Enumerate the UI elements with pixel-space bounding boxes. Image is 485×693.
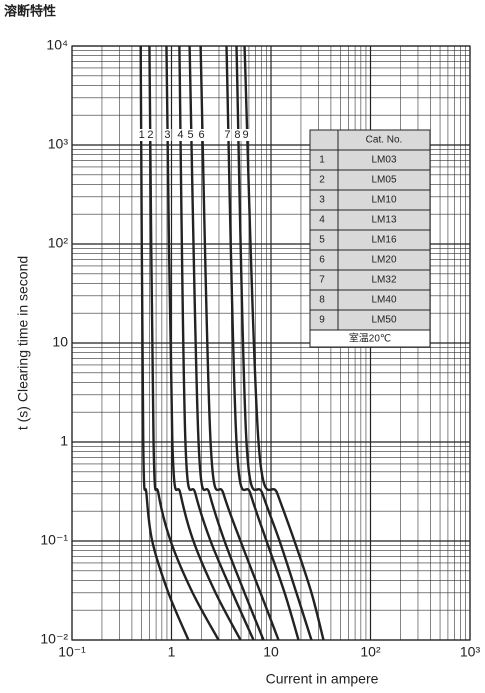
y-tick-label: 10: [52, 334, 68, 350]
table-cell: 4: [319, 215, 325, 226]
table-cell: 1: [319, 155, 325, 166]
x-tick-label: 10³: [460, 644, 481, 660]
table-cell: LM40: [371, 295, 396, 306]
curve: [243, 45, 325, 641]
y-tick-label: 10⁻²: [40, 631, 68, 647]
table-cell: LM20: [371, 255, 396, 266]
x-tick-label: 10⁻¹: [58, 644, 86, 660]
curve-label: 9: [242, 129, 248, 141]
curve: [199, 45, 280, 641]
legend-table: Cat. No. 1 LM03 2 LM05 3 LM10 4 LM13 5 LM16 6 LM20 7 L…: [309, 129, 431, 348]
table-note: 室温20℃: [349, 332, 391, 345]
curve: [178, 45, 255, 641]
table-cell: LM13: [371, 215, 396, 226]
table-header: Cat. No.: [366, 135, 403, 146]
table-cell: LM03: [371, 155, 396, 166]
curve-label-bg: [197, 129, 206, 141]
curve-label-bg: [186, 129, 195, 141]
curve-label-bg: [146, 129, 155, 141]
table-row: [309, 209, 431, 231]
table-cell: LM10: [371, 195, 396, 206]
table-cell: 6: [319, 255, 325, 266]
y-axis-label: t (s) Clearing time in second: [15, 256, 31, 430]
table-cell: 7: [319, 275, 325, 286]
curve-label: 2: [147, 129, 153, 141]
y-tick-label: 10³: [48, 136, 69, 152]
curve: [225, 45, 300, 641]
curve: [235, 45, 313, 641]
curve-label-bg: [233, 129, 242, 141]
curve: [139, 45, 190, 641]
table-cell: 3: [319, 195, 325, 206]
curve-label: 8: [234, 129, 240, 141]
table-row: [309, 189, 431, 211]
plot-frame: [71, 45, 471, 641]
curve: [148, 45, 220, 641]
table-cell: LM32: [371, 275, 396, 286]
y-tick-label: 1: [60, 433, 68, 449]
curve-label: 7: [224, 129, 230, 141]
table-row: [309, 269, 431, 291]
curve-label-bg: [241, 129, 250, 141]
table-cell: 9: [319, 315, 325, 326]
curve: [188, 45, 265, 641]
curve: [165, 45, 242, 641]
table-row: [309, 169, 431, 191]
x-tick-label: 10: [263, 644, 279, 660]
x-tick-label: 1: [168, 644, 176, 660]
curve-label-bg: [176, 129, 185, 141]
table-row: [309, 229, 431, 251]
table-cell: 5: [319, 235, 325, 246]
y-tick-label: 10²: [48, 235, 69, 251]
chart-title: 溶断特性: [4, 3, 56, 18]
curve-label-bg: [223, 129, 232, 141]
table-row: [309, 149, 431, 171]
table-cell: LM16: [371, 235, 396, 246]
curve-label: 3: [164, 129, 170, 141]
table-cell: LM50: [371, 315, 396, 326]
x-axis-label: Current in ampere: [266, 671, 379, 687]
table-row: [309, 249, 431, 271]
y-tick-label: 10⁴: [46, 37, 68, 53]
curve-label: 5: [188, 129, 194, 141]
curve-label-bg: [137, 129, 146, 141]
curve-label: 1: [139, 129, 145, 141]
table-cell: LM05: [371, 175, 396, 186]
x-tick-label: 10²: [360, 644, 381, 660]
curve-label: 4: [177, 129, 183, 141]
curve-label: 6: [199, 129, 205, 141]
table-row: [309, 309, 431, 331]
table-cell: 2: [319, 175, 325, 186]
table-cell: 8: [319, 295, 325, 306]
y-tick-label: 10⁻¹: [40, 532, 68, 548]
curve-label-bg: [163, 129, 172, 141]
table-row: [309, 289, 431, 311]
